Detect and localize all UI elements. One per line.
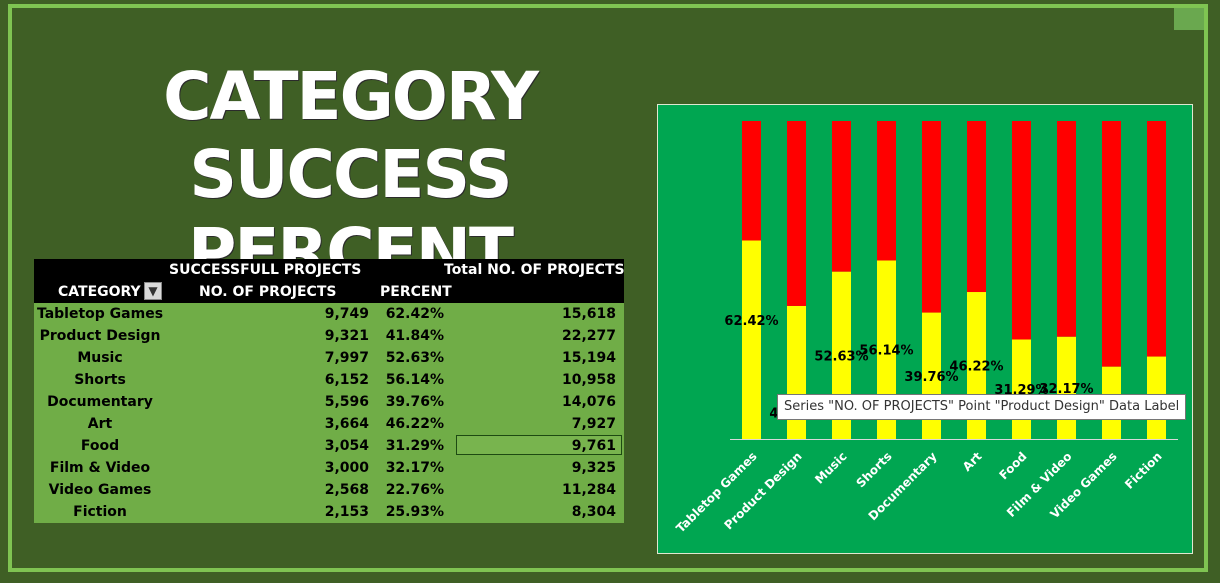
chart-area[interactable]: 62.42%Tabletop Games41.84%Product Design…	[657, 104, 1193, 554]
cell-percent[interactable]: 46.22%	[385, 416, 444, 432]
bar-remainder[interactable]	[877, 121, 896, 261]
table-row[interactable]: Food 3,054 31.29% 9,761	[34, 435, 624, 457]
cell-category[interactable]: Product Design	[39, 328, 161, 344]
cell-total[interactable]: 15,618	[561, 306, 616, 322]
cell-percent[interactable]: 31.29%	[385, 438, 444, 454]
table-body: Tabletop Games 9,749 62.42% 15,618 Product D…	[34, 303, 624, 523]
cell-count[interactable]: 3,664	[324, 416, 369, 432]
data-label[interactable]: 46.22%	[949, 360, 1003, 375]
table-row[interactable]: Art 3,664 46.22% 7,927	[34, 413, 624, 435]
cell-category[interactable]: Food	[80, 438, 120, 454]
category-tick-label: Shorts	[853, 449, 894, 490]
bar-remainder[interactable]	[742, 121, 761, 241]
cell-category[interactable]: Shorts	[74, 372, 126, 388]
table-row[interactable]: Documentary 5,596 39.76% 14,076	[34, 391, 624, 413]
cell-percent[interactable]: 56.14%	[385, 372, 444, 388]
cell-percent[interactable]: 25.93%	[385, 504, 444, 520]
cell-percent[interactable]: 62.42%	[385, 306, 444, 322]
successful-projects-header[interactable]: SUCCESSFULL PROJECTS	[169, 262, 362, 278]
table-row[interactable]: Shorts 6,152 56.14% 10,958	[34, 369, 624, 391]
cell-total[interactable]: 14,076	[561, 394, 616, 410]
cell-count[interactable]: 9,321	[324, 328, 369, 344]
bar-success[interactable]	[742, 240, 761, 439]
cell-category[interactable]: Video Games	[48, 482, 152, 498]
category-header[interactable]: CATEGORY	[58, 284, 141, 300]
cell-percent[interactable]: 52.63%	[385, 350, 444, 366]
cell-total[interactable]: 11,284	[561, 482, 616, 498]
cell-percent[interactable]: 22.76%	[385, 482, 444, 498]
cell-count[interactable]: 2,568	[324, 482, 369, 498]
cell-total[interactable]: 15,194	[561, 350, 616, 366]
table-row[interactable]: Music 7,997 52.63% 15,194	[34, 347, 624, 369]
chart-tooltip: Series "NO. OF PROJECTS" Point "Product …	[777, 394, 1187, 420]
cell-total[interactable]: 9,325	[571, 460, 616, 476]
cell-count[interactable]: 7,997	[324, 350, 369, 366]
cell-total[interactable]: 9,761	[571, 438, 616, 454]
cell-total[interactable]: 7,927	[571, 416, 616, 432]
corner-shape[interactable]	[1174, 8, 1204, 30]
table-row[interactable]: Tabletop Games 9,749 62.42% 15,618	[34, 303, 624, 325]
category-tick-label: Art	[960, 449, 985, 474]
cell-count[interactable]: 2,153	[324, 504, 369, 520]
cell-count[interactable]: 6,152	[324, 372, 369, 388]
cell-count[interactable]: 5,596	[324, 394, 369, 410]
dashboard-frame	[8, 4, 1208, 572]
selected-cell[interactable]	[456, 435, 622, 455]
cell-category[interactable]: Art	[87, 416, 113, 432]
bar-remainder[interactable]	[1012, 121, 1031, 340]
total-projects-header[interactable]: Total NO. OF PROJECTS	[444, 262, 625, 278]
table-row[interactable]: Film & Video 3,000 32.17% 9,325	[34, 457, 624, 479]
cell-category[interactable]: Fiction	[73, 504, 127, 520]
cell-count[interactable]: 9,749	[324, 306, 369, 322]
table-group-header-row: SUCCESSFULL PROJECTS Total NO. OF PROJEC…	[34, 259, 625, 281]
pivot-table: SUCCESSFULL PROJECTS Total NO. OF PROJEC…	[34, 259, 625, 523]
category-tick-label: Product Design	[721, 449, 804, 532]
data-label[interactable]: 62.42%	[724, 314, 778, 329]
category-tick-label: Food	[997, 449, 1030, 482]
cell-total[interactable]: 8,304	[571, 504, 616, 520]
bar-remainder[interactable]	[1102, 121, 1121, 367]
bar-remainder[interactable]	[832, 121, 851, 272]
percent-header[interactable]: PERCENT	[380, 284, 452, 300]
title-line-1: CATEGORY	[163, 58, 539, 135]
cell-percent[interactable]: 41.84%	[385, 328, 444, 344]
cell-count[interactable]: 3,000	[324, 460, 369, 476]
data-label[interactable]: 39.76%	[904, 370, 958, 385]
bar-remainder[interactable]	[922, 121, 941, 313]
data-label[interactable]: 32.17%	[1039, 382, 1093, 397]
cell-percent[interactable]: 39.76%	[385, 394, 444, 410]
cell-category[interactable]: Documentary	[47, 394, 153, 410]
table-column-header-row: CATEGORY ▼ NO. OF PROJECTS PERCENT	[34, 281, 624, 303]
page-title: CATEGORY SUCCESS PERCENT	[30, 58, 670, 292]
bar-remainder[interactable]	[967, 121, 986, 293]
cell-percent[interactable]: 32.17%	[385, 460, 444, 476]
bar-remainder[interactable]	[787, 121, 806, 306]
bar-remainder[interactable]	[1057, 121, 1076, 337]
cell-total[interactable]: 10,958	[561, 372, 616, 388]
cell-count[interactable]: 3,054	[324, 438, 369, 454]
stacked-bar-chart[interactable]: 62.42%Tabletop Games41.84%Product Design…	[658, 105, 1192, 553]
filter-icon[interactable]: ▼	[144, 282, 162, 300]
cell-category[interactable]: Tabletop Games	[36, 306, 164, 322]
data-label[interactable]: 52.63%	[814, 349, 868, 364]
table-row[interactable]: Product Design 9,321 41.84% 22,277	[34, 325, 624, 347]
category-tick-label: Tabletop Games	[673, 449, 759, 535]
table-row[interactable]: Video Games 2,568 22.76% 11,284	[34, 479, 624, 501]
count-header[interactable]: NO. OF PROJECTS	[199, 284, 337, 300]
cell-category[interactable]: Music	[77, 350, 123, 366]
cell-total[interactable]: 22,277	[561, 328, 616, 344]
data-label[interactable]: 56.14%	[859, 344, 913, 359]
category-tick-label: Music	[812, 449, 849, 486]
table-row[interactable]: Fiction 2,153 25.93% 8,304	[34, 501, 624, 523]
category-tick-label: Fiction	[1122, 449, 1164, 491]
cell-category[interactable]: Film & Video	[49, 460, 151, 476]
bar-remainder[interactable]	[1147, 121, 1166, 357]
